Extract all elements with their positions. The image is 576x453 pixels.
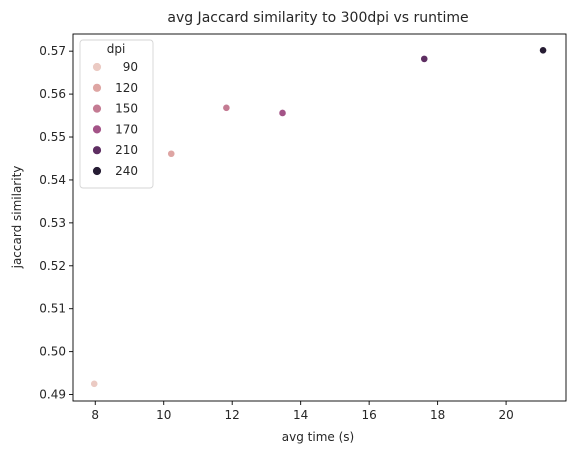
legend-label-dpi-170: 170 xyxy=(115,122,138,136)
x-tick-label: 16 xyxy=(362,408,377,422)
x-axis-ticks: 8 10 12 14 16 18 20 xyxy=(91,401,514,422)
x-tick-label: 20 xyxy=(498,408,513,422)
y-axis-ticks: 0.49 0.50 0.51 0.52 0.53 0.54 0.55 0.56 0.57 xyxy=(39,44,73,402)
data-point-dpi-170 xyxy=(278,109,287,117)
legend-label-dpi-150: 150 xyxy=(115,102,138,116)
data-point-dpi-150 xyxy=(222,103,231,112)
y-axis-label: jaccard similarity xyxy=(10,166,24,270)
legend-label-dpi-90: 90 xyxy=(123,60,138,74)
legend: dpi 90 120 150 170 210 240 xyxy=(79,39,154,189)
x-tick-label: 12 xyxy=(225,408,240,422)
plot-frame xyxy=(72,33,567,402)
y-tick-label: 0.51 xyxy=(39,302,66,316)
y-tick-label: 0.52 xyxy=(39,259,66,273)
y-tick-label: 0.55 xyxy=(39,130,66,144)
legend-marker-dpi-90 xyxy=(92,62,102,72)
y-tick-label: 0.49 xyxy=(39,388,66,402)
legend-marker-dpi-210 xyxy=(92,145,102,155)
legend-marker-dpi-150 xyxy=(92,103,102,114)
legend-marker-dpi-120 xyxy=(92,83,102,93)
x-tick-label: 18 xyxy=(430,408,445,422)
legend-items: 90 120 150 170 210 240 xyxy=(92,60,138,178)
data-points xyxy=(90,46,547,388)
data-point-dpi-210 xyxy=(420,54,429,63)
x-tick-label: 10 xyxy=(156,408,171,422)
chart-title: avg Jaccard similarity to 300dpi vs runt… xyxy=(167,10,468,26)
legend-label-dpi-210: 210 xyxy=(115,143,138,157)
data-point-dpi-240 xyxy=(539,46,547,55)
legend-title: dpi xyxy=(107,42,126,56)
x-tick-label: 14 xyxy=(293,408,308,422)
x-axis-label: avg time (s) xyxy=(282,430,354,444)
y-tick-label: 0.56 xyxy=(39,87,66,101)
data-point-dpi-90 xyxy=(90,379,99,388)
y-tick-label: 0.57 xyxy=(39,44,66,58)
legend-marker-dpi-240 xyxy=(92,166,102,176)
y-tick-label: 0.50 xyxy=(39,345,66,359)
legend-marker-dpi-170 xyxy=(92,124,102,135)
legend-label-dpi-240: 240 xyxy=(115,164,138,178)
data-point-dpi-120 xyxy=(167,149,176,158)
x-tick-label: 8 xyxy=(91,408,99,422)
y-tick-label: 0.54 xyxy=(39,173,66,187)
legend-label-dpi-120: 120 xyxy=(115,81,138,95)
y-tick-label: 0.53 xyxy=(39,216,66,230)
